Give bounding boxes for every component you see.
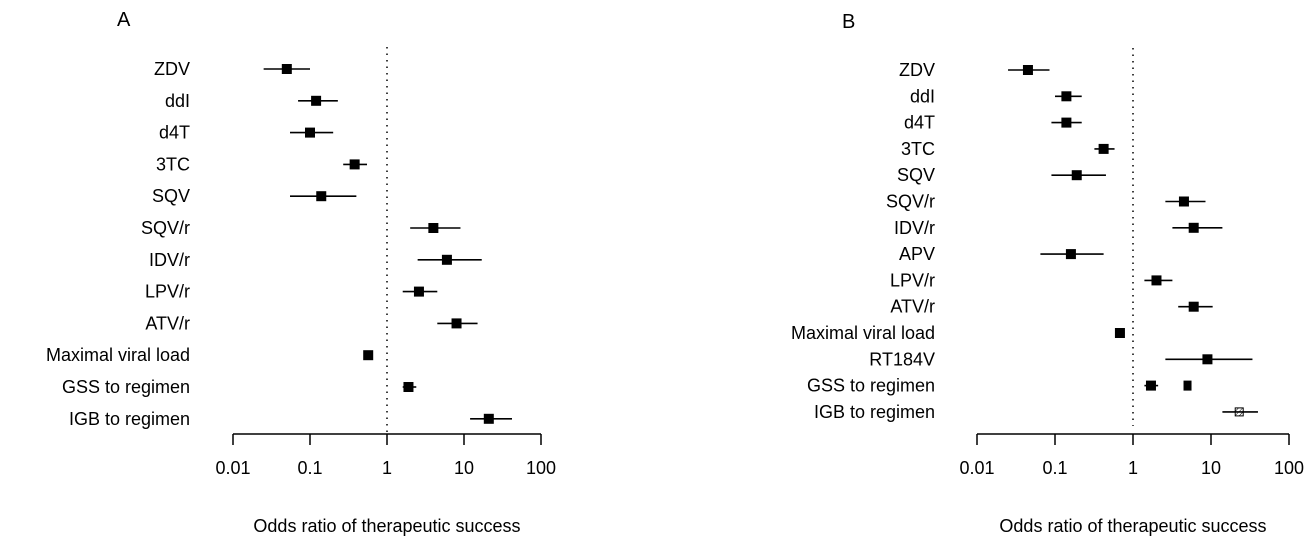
panel-b-plot: 0.01 0.1 1 10 100 ZDV ddI d4T 3TC SQV SQV/r IDV/r AP… [791, 48, 1304, 478]
row-label: GSS to regimen [62, 377, 190, 397]
point-estimate-marker [305, 127, 315, 138]
x-tick-label: 0.01 [959, 458, 994, 478]
x-tick-label: 100 [526, 458, 556, 478]
row-label: Maximal viral load [46, 345, 190, 365]
panel-b-xlabel: Odds ratio of therapeutic success [999, 516, 1266, 536]
row-label: IGB to regimen [814, 402, 935, 422]
row-label: 3TC [156, 154, 190, 174]
point-estimate-marker [1202, 354, 1213, 365]
point-estimate-marker [1022, 65, 1033, 75]
point-estimate-marker [1188, 301, 1199, 312]
row-label: d4T [159, 123, 190, 143]
point-estimate-marker [428, 223, 439, 233]
x-tick-label: 1 [1128, 458, 1138, 478]
point-estimate-marker [483, 413, 494, 424]
point-estimate-marker [1151, 275, 1162, 286]
x-tick-label: 0.01 [215, 458, 250, 478]
point-estimate-marker [1098, 143, 1109, 154]
point-estimate-marker [413, 286, 424, 297]
row-label: SQV/r [141, 218, 190, 238]
row-label: RT184V [869, 349, 935, 369]
extra-point-marker [1183, 380, 1192, 391]
point-estimate-marker [349, 159, 360, 170]
x-tick-label: 0.1 [297, 458, 322, 478]
point-estimate-marker [441, 254, 452, 265]
row-label: SQV [897, 165, 935, 185]
point-estimate-marker [1114, 328, 1125, 338]
row-label: SQV [152, 186, 190, 206]
row-label: APV [899, 244, 935, 264]
point-estimate-marker [1061, 117, 1072, 128]
point-estimate-marker [451, 318, 462, 329]
point-estimate-marker [281, 64, 292, 74]
point-estimate-marker [1071, 170, 1082, 181]
row-label: LPV/r [145, 282, 190, 302]
x-tick-label: 0.1 [1042, 458, 1067, 478]
row-label: ZDV [899, 60, 935, 80]
point-estimate-marker [1145, 380, 1156, 391]
row-label: SQV/r [886, 192, 935, 212]
point-estimate-marker [403, 382, 414, 392]
point-estimate-marker [316, 191, 327, 202]
panel-b-label: B [842, 11, 855, 33]
point-estimate-marker [1188, 222, 1199, 233]
row-label: LPV/r [890, 270, 935, 290]
row-label: IGB to regimen [69, 409, 190, 429]
row-label: ATV/r [890, 297, 935, 317]
row-label: IDV/r [894, 218, 935, 238]
point-estimate-marker [311, 95, 322, 106]
row-label: 3TC [901, 139, 935, 159]
x-tick-label: 1 [382, 458, 392, 478]
panel-a-xlabel: Odds ratio of therapeutic success [253, 516, 520, 536]
point-estimate-marker [1234, 407, 1244, 417]
panel-a-plot: 0.01 0.1 1 10 100 ZDV ddI d4T 3TC SQV SQV/r IDV/r LP… [46, 47, 556, 478]
row-label: ddI [165, 91, 190, 111]
point-estimate-marker [1065, 249, 1076, 260]
row-label: ddI [910, 86, 935, 106]
x-tick-label: 10 [454, 458, 474, 478]
row-label: GSS to regimen [807, 376, 935, 396]
row-label: IDV/r [149, 250, 190, 270]
row-label: d4T [904, 113, 935, 133]
row-label: Maximal viral load [791, 323, 935, 343]
point-estimate-marker [1061, 91, 1072, 102]
row-label: ZDV [154, 59, 190, 79]
x-tick-label: 100 [1274, 458, 1304, 478]
point-estimate-marker [1178, 196, 1189, 207]
panel-a-label: A [117, 9, 131, 31]
x-tick-label: 10 [1201, 458, 1221, 478]
row-label: ATV/r [145, 313, 190, 333]
point-estimate-marker [363, 350, 374, 361]
